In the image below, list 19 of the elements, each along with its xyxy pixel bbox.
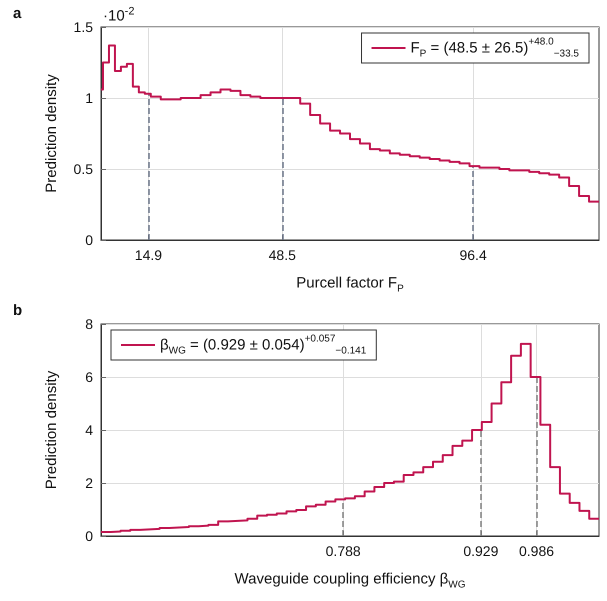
y-tick-label: 2 xyxy=(85,475,94,491)
y-tick-label: 0 xyxy=(85,528,94,544)
y-axis-title: Prediction density xyxy=(43,74,60,193)
y-tick-label: 1 xyxy=(85,90,94,106)
y-tick-label: 6 xyxy=(85,369,94,385)
y-tick-label: 8 xyxy=(85,316,94,332)
x-tick-label: 0.929 xyxy=(463,543,499,559)
x-tick-label: 0.986 xyxy=(518,543,554,559)
x-tick-label: 14.9 xyxy=(134,247,162,263)
x-tick-label: 0.788 xyxy=(326,543,361,559)
x-tick-label: 48.5 xyxy=(268,247,296,263)
y-tick-label: 0 xyxy=(85,232,94,248)
chart-title: b xyxy=(13,302,22,319)
chart-title: a xyxy=(13,5,22,22)
y-axis-title: Prediction density xyxy=(43,370,60,490)
y-tick-label: 4 xyxy=(85,422,94,438)
y-tick-label: 1.5 xyxy=(74,19,94,35)
x-tick-label: 96.4 xyxy=(459,247,487,263)
y-tick-label: 0.5 xyxy=(74,161,94,177)
